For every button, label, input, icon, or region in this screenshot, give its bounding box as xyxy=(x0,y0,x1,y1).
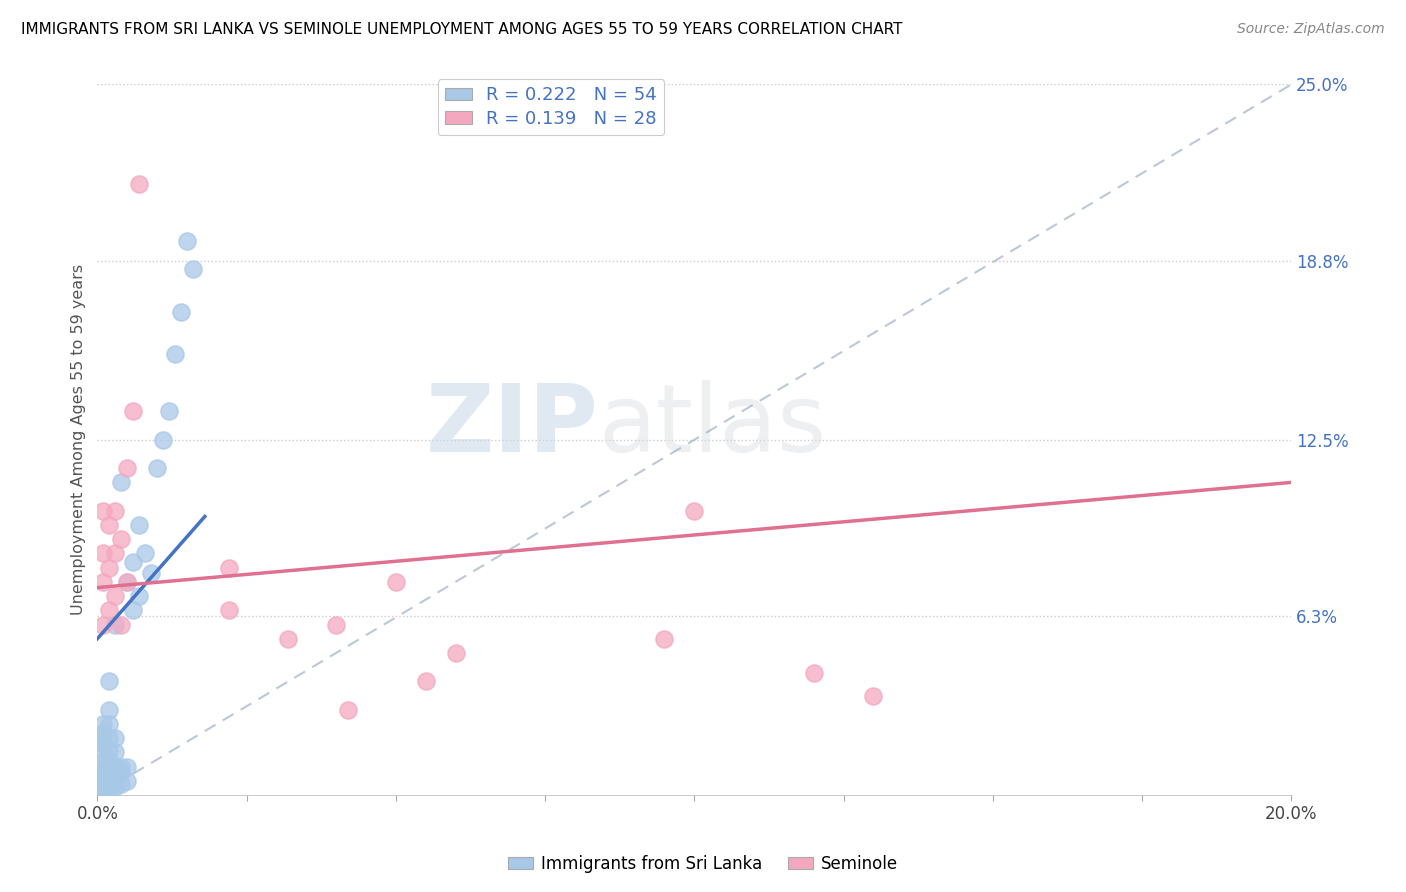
Point xyxy=(122,404,145,418)
Point xyxy=(98,765,121,780)
Point xyxy=(98,703,121,717)
Point xyxy=(91,785,114,799)
Point xyxy=(91,759,114,773)
Point xyxy=(98,603,121,617)
Legend: R = 0.222   N = 54, R = 0.139   N = 28: R = 0.222 N = 54, R = 0.139 N = 28 xyxy=(437,79,665,135)
Point xyxy=(98,782,121,797)
Point xyxy=(218,560,240,574)
Point xyxy=(91,725,114,739)
Point xyxy=(277,632,299,646)
Point xyxy=(110,765,132,780)
Point xyxy=(91,617,114,632)
Point xyxy=(104,731,127,746)
Point xyxy=(803,665,825,680)
Point xyxy=(122,603,145,617)
Point xyxy=(98,754,121,768)
Point xyxy=(104,780,127,794)
Point xyxy=(325,617,347,632)
Point xyxy=(98,785,121,799)
Point xyxy=(157,404,180,418)
Point xyxy=(98,777,121,791)
Point xyxy=(98,742,121,756)
Point xyxy=(181,262,204,277)
Point xyxy=(146,461,169,475)
Point xyxy=(104,746,127,760)
Point xyxy=(91,746,114,760)
Point xyxy=(139,566,162,581)
Point xyxy=(104,546,127,560)
Y-axis label: Unemployment Among Ages 55 to 59 years: Unemployment Among Ages 55 to 59 years xyxy=(72,264,86,615)
Point xyxy=(91,546,114,560)
Point xyxy=(91,504,114,518)
Point xyxy=(104,617,127,632)
Point xyxy=(91,765,114,780)
Point xyxy=(98,717,121,731)
Point xyxy=(110,777,132,791)
Point xyxy=(385,574,408,589)
Point xyxy=(337,703,360,717)
Point xyxy=(170,305,193,319)
Point xyxy=(91,768,114,782)
Text: ZIP: ZIP xyxy=(426,379,599,472)
Text: atlas: atlas xyxy=(599,379,827,472)
Point xyxy=(91,737,114,751)
Point xyxy=(98,771,121,785)
Point xyxy=(152,433,174,447)
Point xyxy=(98,759,121,773)
Legend: Immigrants from Sri Lanka, Seminole: Immigrants from Sri Lanka, Seminole xyxy=(502,848,904,880)
Point xyxy=(98,518,121,533)
Point xyxy=(110,533,132,547)
Point xyxy=(91,782,114,797)
Point xyxy=(91,717,114,731)
Point xyxy=(683,504,706,518)
Point xyxy=(115,574,138,589)
Point xyxy=(104,589,127,603)
Point xyxy=(115,759,138,773)
Point xyxy=(134,546,156,560)
Text: Source: ZipAtlas.com: Source: ZipAtlas.com xyxy=(1237,22,1385,37)
Point xyxy=(654,632,676,646)
Point xyxy=(122,555,145,569)
Point xyxy=(115,461,138,475)
Point xyxy=(110,475,132,490)
Point xyxy=(115,773,138,788)
Point xyxy=(91,773,114,788)
Point xyxy=(128,177,150,191)
Point xyxy=(163,347,186,361)
Point xyxy=(104,759,127,773)
Point xyxy=(415,674,437,689)
Point xyxy=(110,617,132,632)
Text: IMMIGRANTS FROM SRI LANKA VS SEMINOLE UNEMPLOYMENT AMONG AGES 55 TO 59 YEARS COR: IMMIGRANTS FROM SRI LANKA VS SEMINOLE UN… xyxy=(21,22,903,37)
Point xyxy=(115,574,138,589)
Point xyxy=(98,731,121,746)
Point xyxy=(444,646,467,660)
Point xyxy=(91,574,114,589)
Point xyxy=(91,771,114,785)
Point xyxy=(128,518,150,533)
Point xyxy=(110,759,132,773)
Point xyxy=(862,689,884,703)
Point xyxy=(98,560,121,574)
Point xyxy=(98,674,121,689)
Point xyxy=(104,504,127,518)
Point xyxy=(91,777,114,791)
Point xyxy=(91,754,114,768)
Point xyxy=(176,234,198,248)
Point xyxy=(104,773,127,788)
Point xyxy=(91,731,114,746)
Point xyxy=(104,765,127,780)
Point xyxy=(128,589,150,603)
Point xyxy=(218,603,240,617)
Point xyxy=(91,780,114,794)
